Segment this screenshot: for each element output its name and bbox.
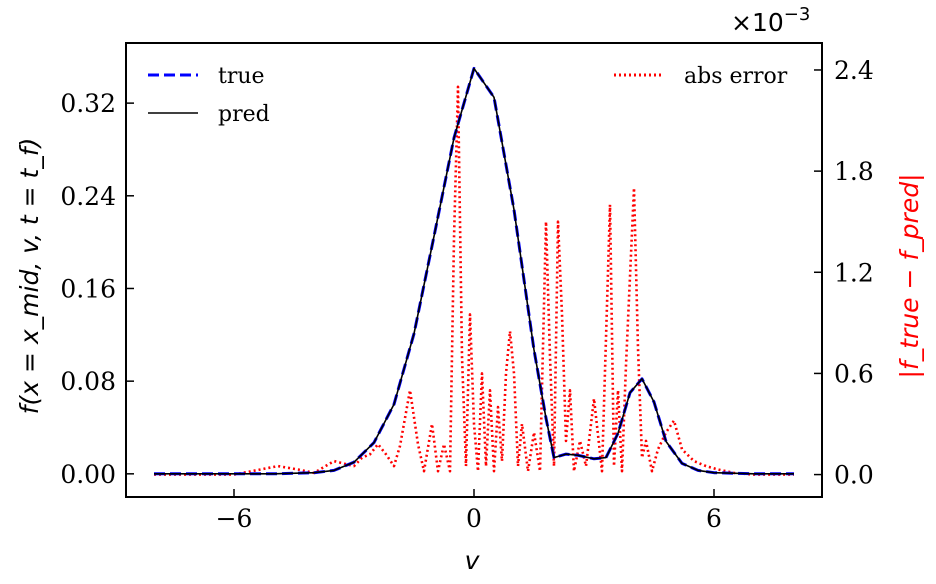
pred-series [154,67,794,475]
legend-true-label: true [218,64,265,89]
y-right-tick-label: 0.6 [834,359,874,388]
abs-error-series [154,85,794,476]
y-tick-label: 0.16 [60,274,116,303]
legend-right: abs error [614,64,788,89]
right-axis-offset-exponent: −3 [784,4,811,25]
x-tick-label: −6 [216,504,253,533]
legend-pred-label: pred [218,102,270,127]
y-tick-label: 0.32 [60,89,116,118]
y-axis-label: f(x = x_mid, v, t = t_f) [15,138,44,415]
y-right-axis-ticks: 0.0 0.6 1.2 1.8 2.4 [814,56,874,490]
y-right-tick-label: 1.2 [834,258,874,287]
y-right-tick-label: 0.0 [834,461,874,490]
y-tick-label: 0.00 [60,460,116,489]
y-tick-label: 0.08 [60,367,116,396]
pred-line [154,67,794,475]
x-tick-label: 6 [706,504,722,533]
y-right-axis-label: |f_true − f_pred| [895,174,924,379]
right-axis-offset-label: ×10−3 [731,4,810,37]
x-axis-ticks: −6 0 6 [216,489,722,533]
abs-error-line [154,85,794,476]
y-tick-label: 0.24 [60,182,116,211]
y-right-tick-label: 1.8 [834,157,874,186]
y-axis-ticks: 0.00 0.08 0.16 0.24 0.32 [60,89,134,489]
legend-abs-error-label: abs error [684,64,788,89]
x-tick-label: 0 [466,504,482,533]
legend-left: true pred [148,64,270,127]
y-right-tick-label: 2.4 [834,56,874,85]
x-axis-label: v [465,546,481,575]
